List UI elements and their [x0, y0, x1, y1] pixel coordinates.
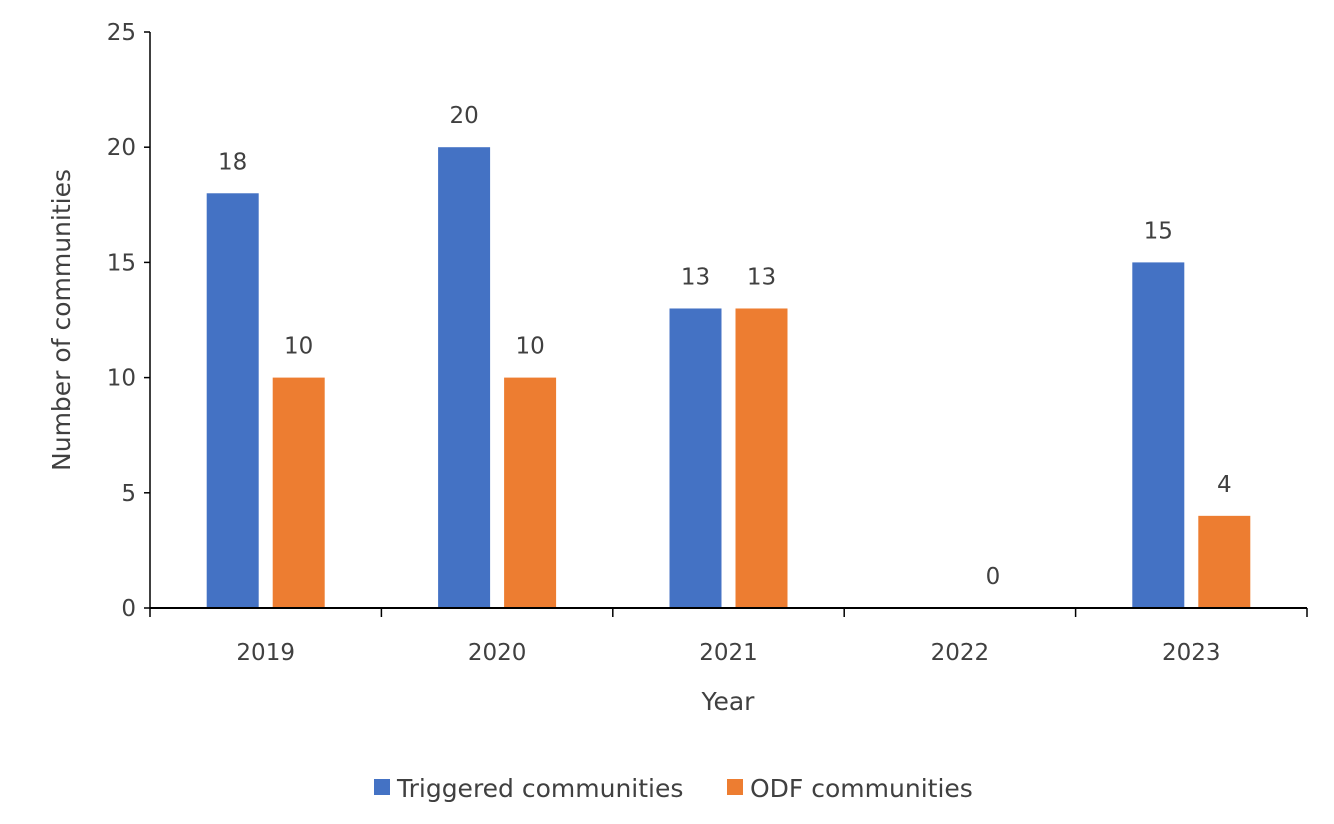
data-label: 4 — [1217, 472, 1232, 498]
data-label: 13 — [681, 264, 710, 290]
bar — [669, 308, 722, 608]
data-label: 18 — [218, 149, 247, 175]
legend-label: ODF communities — [750, 774, 973, 803]
y-axis-label: Number of communities — [47, 169, 76, 471]
bar — [438, 147, 491, 608]
legend-label: Triggered communities — [396, 774, 683, 803]
bar — [735, 308, 788, 608]
y-tick-label: 10 — [107, 366, 136, 392]
y-tick-label: 25 — [107, 20, 136, 46]
bar — [1198, 515, 1251, 608]
x-tick-label: 2019 — [236, 640, 295, 666]
bar — [504, 377, 557, 608]
legend-swatch — [727, 779, 743, 795]
x-tick-label: 2020 — [468, 640, 527, 666]
bar — [272, 377, 325, 608]
y-tick-label: 15 — [107, 250, 136, 276]
data-label: 10 — [515, 334, 544, 360]
legend-swatch — [374, 779, 390, 795]
y-tick-label: 0 — [121, 596, 136, 622]
x-tick-label: 2021 — [699, 640, 758, 666]
x-tick-label: 2022 — [931, 640, 990, 666]
data-label: 10 — [284, 334, 313, 360]
data-label: 20 — [449, 103, 478, 129]
x-axis-label: Year — [701, 687, 756, 716]
data-label: 15 — [1144, 218, 1173, 244]
data-label: 0 — [986, 564, 1001, 590]
bar — [206, 193, 259, 608]
y-tick-label: 5 — [121, 481, 136, 507]
y-tick-label: 20 — [107, 135, 136, 161]
x-tick-label: 2023 — [1162, 640, 1221, 666]
data-label: 13 — [747, 264, 776, 290]
bar — [1132, 262, 1185, 608]
